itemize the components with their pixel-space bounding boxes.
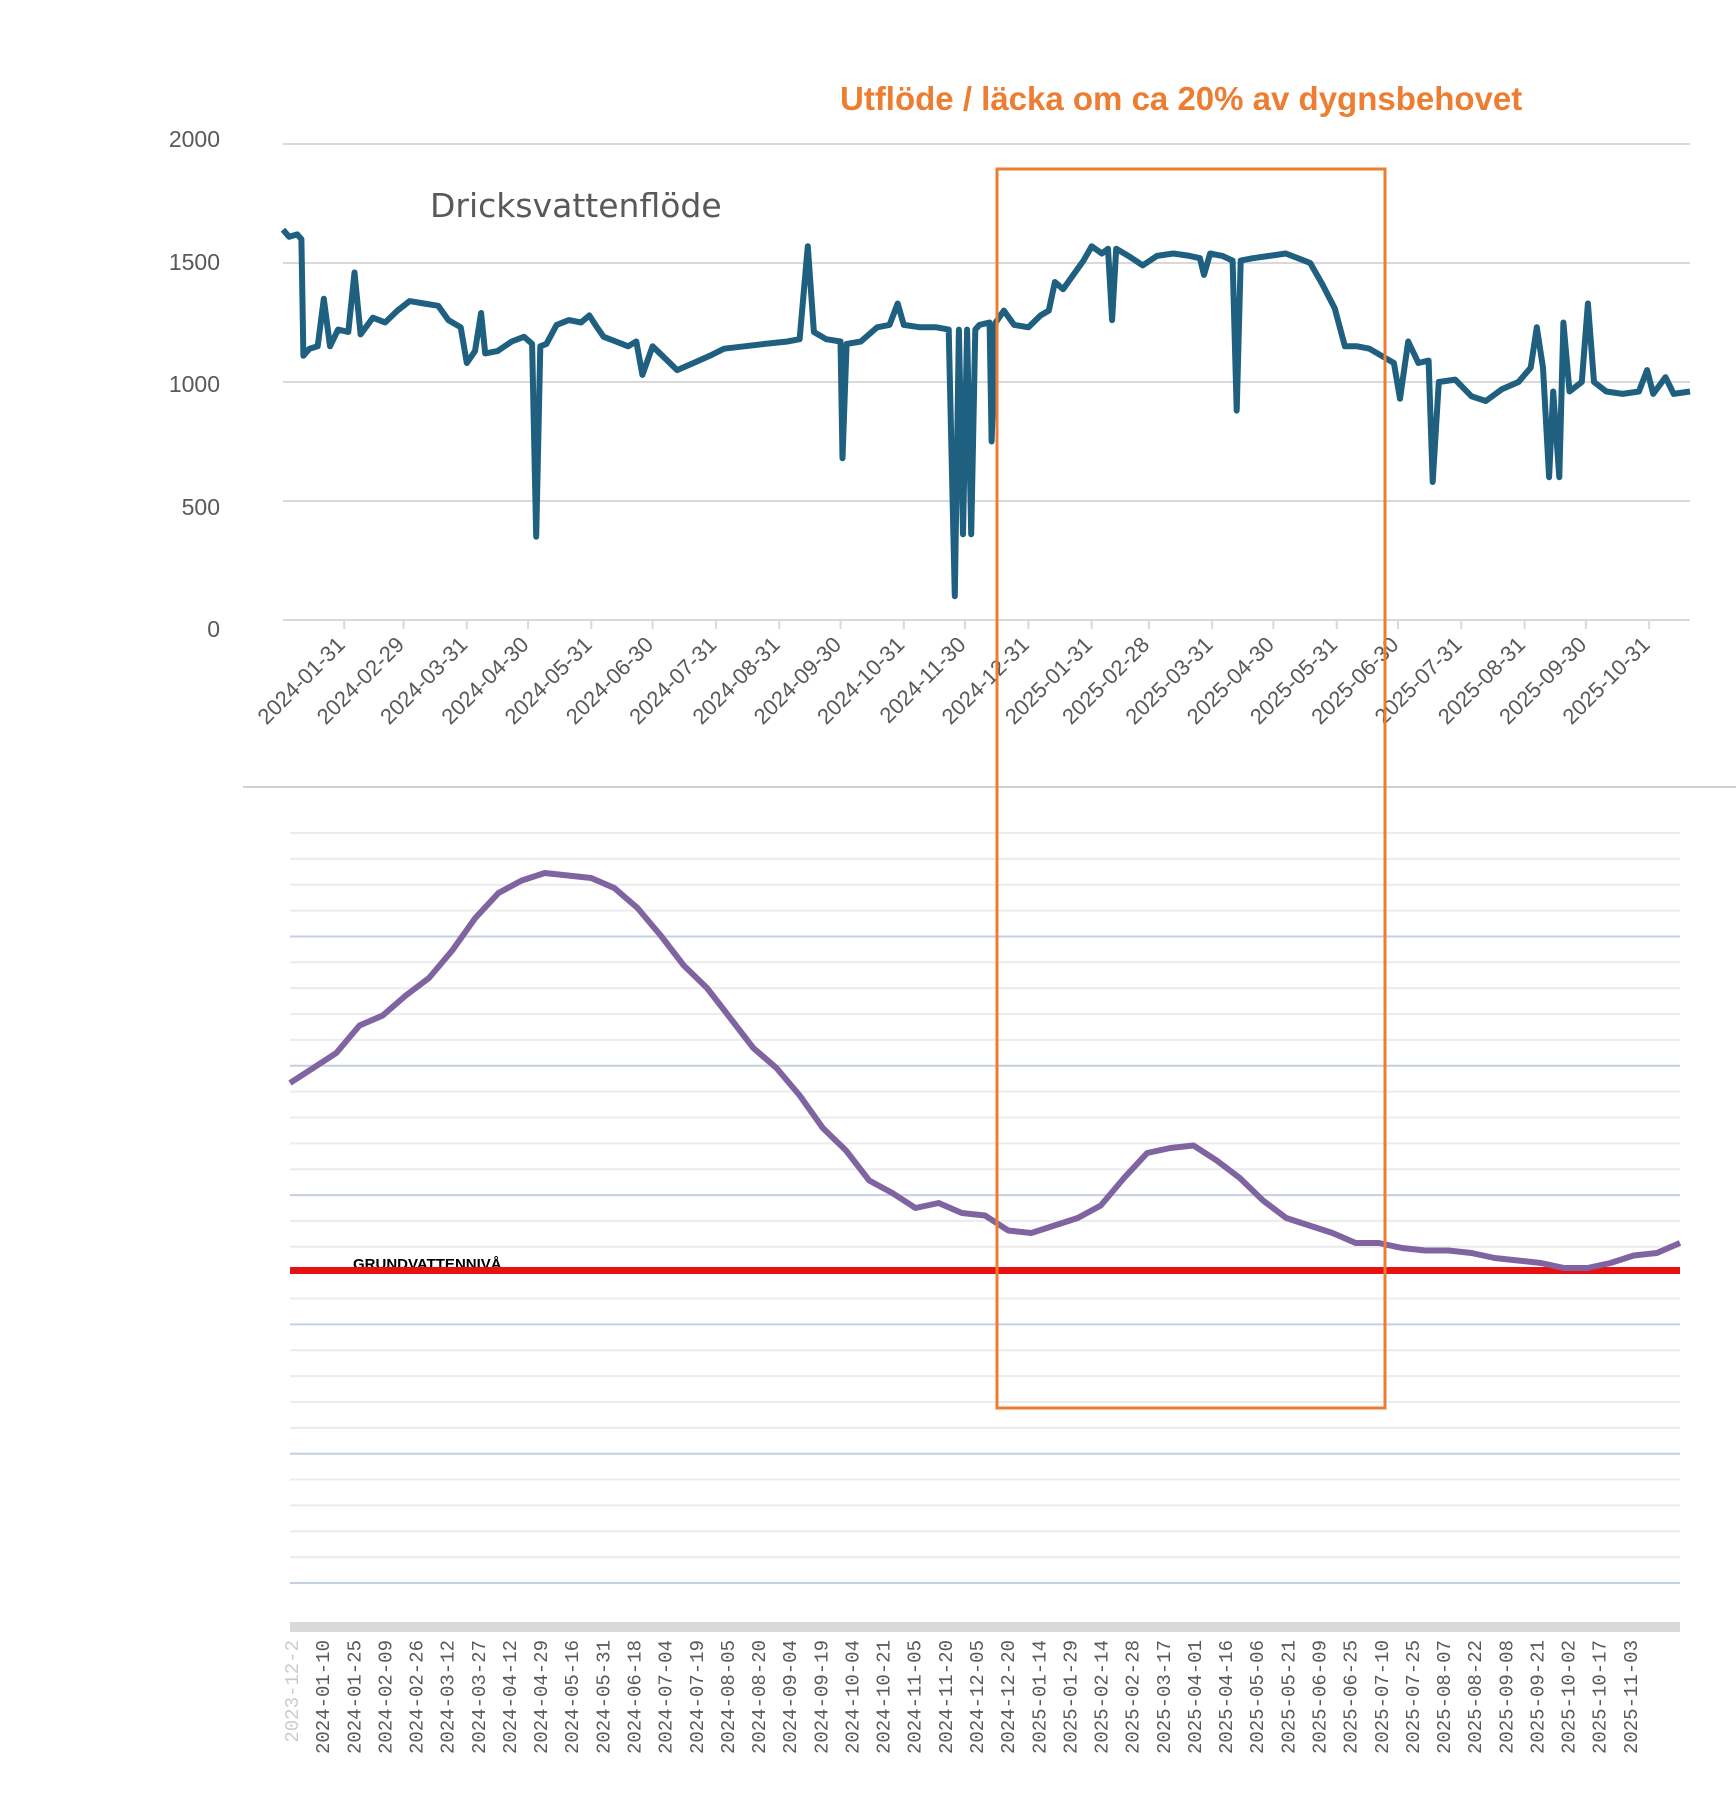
bottom-x-tick-label: 2025-09-08	[1496, 1640, 1518, 1754]
y-tick-label: 1000	[168, 371, 220, 397]
bottom-x-tick-label: 2025-01-14	[1029, 1640, 1051, 1754]
bottom-x-tick-label: 2024-02-09	[375, 1640, 397, 1754]
bottom-x-tick-label: 2024-10-04	[842, 1640, 864, 1754]
bottom-x-tick-label: 2024-11-20	[936, 1640, 958, 1754]
bottom-x-tick-label: 2024-01-10	[313, 1640, 335, 1754]
bottom-x-tick-label-partial: 2023-12-2	[282, 1640, 304, 1743]
bottom-x-tick-label: 2025-07-25	[1403, 1640, 1425, 1754]
bottom-x-tick-label: 2025-06-09	[1310, 1640, 1332, 1754]
bottom-x-tick-label: 2025-11-03	[1621, 1640, 1643, 1754]
bottom-x-tick-label: 2024-04-12	[500, 1640, 522, 1754]
bottom-x-tick-label: 2024-08-05	[718, 1640, 740, 1754]
bottom-chart-series-line	[288, 870, 1682, 1271]
y-tick-label: 1500	[168, 249, 220, 275]
top-chart-grid	[283, 143, 1690, 621]
bottom-x-tick-label: 2025-05-06	[1247, 1640, 1269, 1754]
bottom-x-tick-label: 2025-05-21	[1278, 1640, 1300, 1754]
bottom-x-tick-label: 2025-06-25	[1341, 1640, 1363, 1754]
bottom-chart-grid	[290, 832, 1680, 1584]
bottom-x-tick-label: 2025-04-16	[1216, 1640, 1238, 1754]
bottom-chart-x-axis: 2023-12-2 2024-01-10 2024-01-25 2024-02-09 2…	[282, 1622, 1680, 1754]
bottom-x-tick-label: 2024-05-31	[593, 1640, 615, 1754]
bottom-x-tick-label: 2024-06-18	[625, 1640, 647, 1754]
top-chart-x-axis: 2024-01-312024-02-292024-03-312024-04-30…	[253, 620, 1655, 729]
bottom-x-tick-label: 2024-12-20	[998, 1640, 1020, 1754]
bottom-x-axis-band	[290, 1622, 1680, 1632]
bottom-x-tick-label: 2024-09-19	[811, 1640, 833, 1754]
annotation-title: Utflöde / läcka om ca 20% av dygnsbehove…	[840, 80, 1523, 117]
bottom-x-tick-label: 2024-01-25	[344, 1640, 366, 1754]
bottom-x-tick-label: 2024-08-20	[749, 1640, 771, 1754]
bottom-x-tick-label: 2024-03-12	[438, 1640, 460, 1754]
bottom-x-tick-label: 2024-09-04	[780, 1640, 802, 1754]
bottom-x-tick-label: 2025-03-17	[1154, 1640, 1176, 1754]
bottom-x-tick-label: 2024-12-05	[967, 1640, 989, 1754]
leak-highlight-box	[995, 167, 1387, 1410]
bottom-x-tick-label: 2024-10-21	[874, 1640, 896, 1754]
bottom-x-tick-label: 2025-08-22	[1465, 1640, 1487, 1754]
bottom-x-tick-label: 2025-01-29	[1060, 1640, 1082, 1754]
top-chart-series-line	[280, 227, 1691, 600]
bottom-x-tick-label: 2024-02-26	[407, 1640, 429, 1754]
y-tick-label: 2000	[168, 126, 220, 152]
bottom-x-tick-label: 2025-10-17	[1590, 1640, 1612, 1754]
bottom-x-tick-label: 2025-08-07	[1434, 1640, 1456, 1754]
bottom-x-tick-label: 2025-02-14	[1092, 1640, 1114, 1754]
y-tick-label: 0	[207, 616, 220, 642]
bottom-x-tick-label: 2025-10-02	[1559, 1640, 1581, 1754]
bottom-x-tick-label: 2024-05-16	[562, 1640, 584, 1754]
bottom-x-tick-label: 2024-03-27	[469, 1640, 491, 1754]
top-chart-title: Dricksvattenflöde	[430, 186, 722, 225]
bottom-x-tick-label: 2024-11-05	[905, 1640, 927, 1754]
bottom-x-tick-label: 2025-07-10	[1372, 1640, 1394, 1754]
bottom-x-tick-label: 2025-04-01	[1185, 1640, 1207, 1754]
bottom-x-tick-label: 2024-07-04	[656, 1640, 678, 1754]
bottom-x-tick-label: 2025-02-28	[1123, 1640, 1145, 1754]
bottom-x-tick-label: 2025-09-21	[1527, 1640, 1549, 1754]
y-tick-label: 500	[181, 494, 220, 520]
bottom-x-tick-label: 2024-04-29	[531, 1640, 553, 1754]
bottom-x-tick-label: 2024-07-19	[687, 1640, 709, 1754]
